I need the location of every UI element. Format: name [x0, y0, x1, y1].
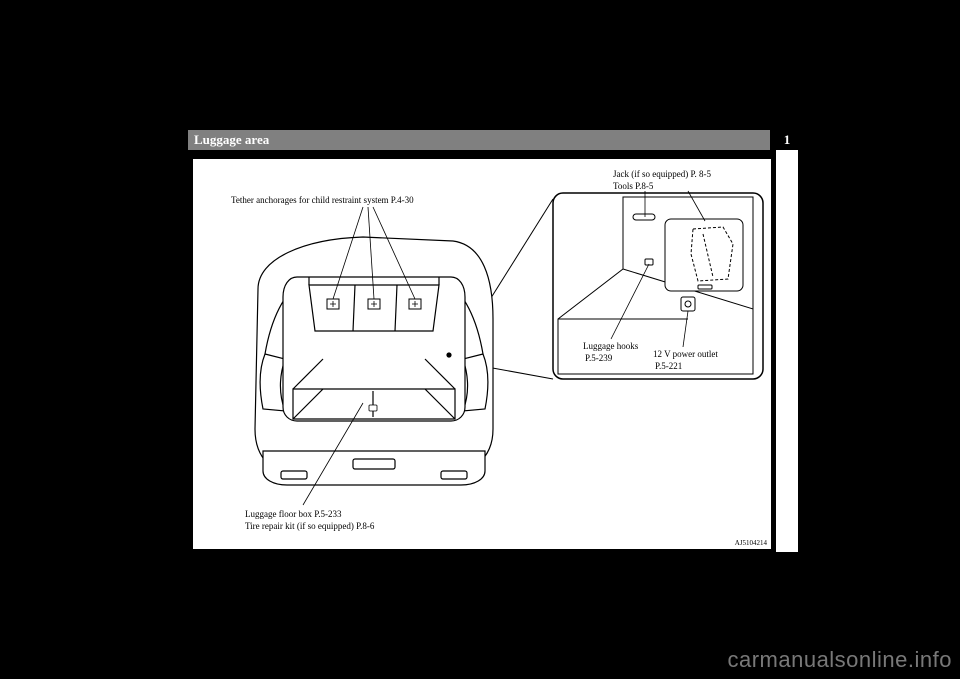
- figure-code: AJ5104214: [735, 539, 767, 547]
- label-power-outlet-2: P.5-221: [655, 361, 682, 373]
- label-tether: Tether anchorages for child restraint sy…: [231, 195, 414, 207]
- vehicle-rear-drawing: [255, 237, 493, 485]
- label-power-outlet-1: 12 V power outlet: [653, 349, 718, 361]
- section-number-tab: 1: [776, 130, 798, 150]
- label-jack: Jack (if so equipped) P. 8-5: [613, 169, 711, 181]
- side-white-strip: [776, 150, 798, 552]
- label-luggage-hooks-1: Luggage hooks: [583, 341, 638, 353]
- label-floor-box-2: Tire repair kit (if so equipped) P.8-6: [245, 521, 374, 533]
- label-tools: Tools P.8-5: [613, 181, 653, 193]
- section-title: Luggage area: [194, 132, 269, 147]
- section-header: Luggage area: [188, 130, 770, 150]
- section-number: 1: [784, 132, 791, 147]
- label-luggage-hooks-2: P.5-239: [585, 353, 612, 365]
- figure-area: Tether anchorages for child restraint sy…: [192, 158, 772, 550]
- label-floor-box-1: Luggage floor box P.5-233: [245, 509, 342, 521]
- watermark: carmanualsonline.info: [727, 647, 952, 673]
